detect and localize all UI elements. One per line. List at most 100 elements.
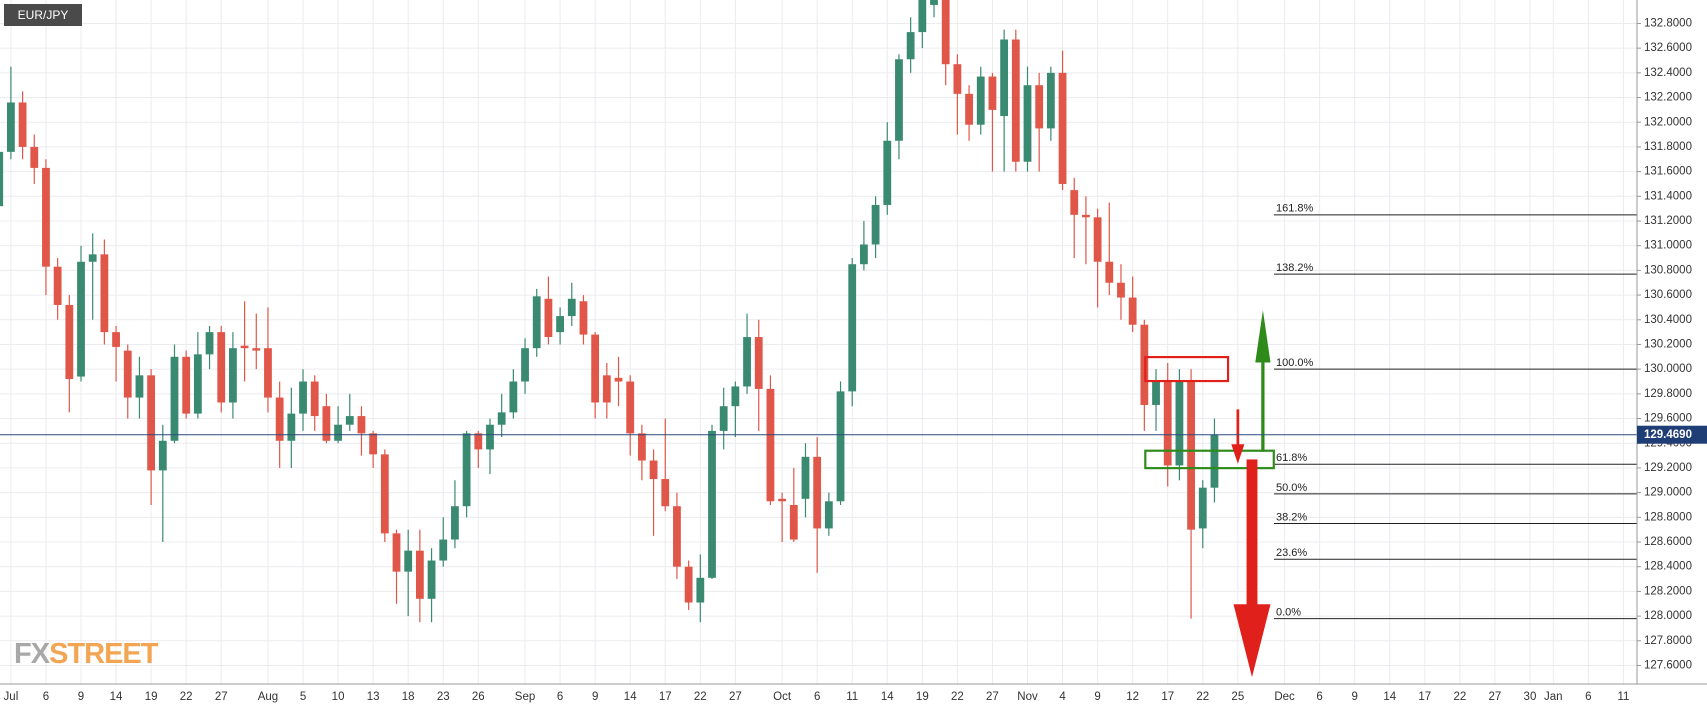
candle-body [719, 406, 728, 431]
x-tick-label: 12 [1126, 691, 1139, 703]
candle-body [1093, 217, 1102, 262]
y-tick-label: 131.0000 [1644, 240, 1692, 252]
down-arrow-head [1233, 604, 1271, 678]
y-tick-label: 132.6000 [1644, 42, 1692, 54]
candles [0, 0, 1219, 623]
candle-body [918, 0, 927, 33]
x-tick-label: 18 [402, 691, 415, 703]
candle-body [602, 375, 611, 403]
x-tick-label: 13 [367, 691, 380, 703]
fib-label: 61.8% [1276, 452, 1307, 464]
x-tick-label: 23 [437, 691, 450, 703]
candle-body [299, 381, 307, 414]
x-tick-label: 5 [300, 691, 306, 703]
candle-body [626, 381, 635, 434]
candle-body [287, 413, 296, 441]
resistance-box [1144, 356, 1230, 383]
candle-body [895, 59, 903, 141]
candle-body [497, 412, 506, 425]
candle-body [988, 76, 997, 110]
candle-body [673, 506, 681, 567]
x-tick-label: Aug [258, 691, 278, 703]
y-tick-label: 132.2000 [1644, 92, 1692, 104]
support-box [1144, 449, 1275, 470]
candle-body [941, 0, 950, 65]
candle-body [1023, 85, 1032, 162]
symbol-box [4, 4, 82, 26]
y-tick-label: 129.2000 [1644, 462, 1692, 474]
candle-body [65, 304, 74, 380]
candle-body [848, 264, 857, 392]
y-tick-label: 128.8000 [1644, 511, 1692, 523]
fib-label: 38.2% [1276, 511, 1307, 523]
watermark: FXSTREET [14, 638, 159, 670]
x-tick-label: Sep [515, 691, 535, 703]
candle-body [229, 348, 237, 403]
last-price-label: 129.4690 [1644, 429, 1692, 441]
down-arrow-shaft [1246, 459, 1258, 607]
x-tick-label: 4 [1059, 691, 1066, 703]
candle-body [789, 504, 798, 540]
x-tick-label: 25 [1231, 691, 1244, 703]
candle-body [334, 424, 342, 441]
x-tick-label: 30 [1524, 691, 1537, 703]
candle-body [18, 102, 27, 147]
candle-body [1152, 381, 1160, 405]
x-tick-label: 26 [472, 691, 485, 703]
x-tick-label: 22 [1453, 691, 1466, 703]
candle-body [427, 560, 436, 599]
candle-body [182, 356, 191, 414]
x-tick-label: 11 [846, 691, 858, 703]
candle-body [871, 204, 880, 245]
candle-body [579, 301, 588, 335]
y-tick-label: 130.2000 [1644, 339, 1692, 351]
y-tick-label: 130.6000 [1644, 289, 1692, 301]
candle-body [1117, 282, 1125, 298]
candle-body [345, 416, 354, 425]
candle-body [486, 424, 494, 450]
x-tick-label: 6 [814, 691, 820, 703]
candle-body [930, 0, 938, 5]
x-tick-label: 22 [951, 691, 964, 703]
candle-body [439, 539, 448, 561]
watermark-fx: FX [14, 638, 51, 670]
y-tick-label: 131.4000 [1644, 190, 1692, 202]
candle-body [1187, 381, 1195, 530]
x-tick-label: Dec [1274, 691, 1295, 703]
candle-body [100, 254, 109, 333]
candle-body [415, 550, 424, 599]
x-tick-label: 27 [729, 691, 742, 703]
x-tick-label: 14 [881, 691, 894, 703]
x-tick-label: Jul [4, 691, 19, 703]
y-tick-label: 129.8000 [1644, 388, 1692, 400]
y-tick-label: 131.6000 [1644, 166, 1692, 178]
candle-body [158, 440, 167, 471]
symbol-label: EUR/JPY [18, 8, 69, 22]
candle-body [42, 167, 50, 267]
candle-body [1198, 487, 1207, 529]
axes: 127.6000 127.8000 128.0000 128.2000 128.4000… [4, 17, 1707, 703]
x-tick-label: Jan [1544, 691, 1563, 703]
fib-label: 0.0% [1276, 606, 1301, 618]
candle-body [556, 316, 564, 333]
candle-body [1105, 261, 1114, 283]
x-tick-label: 14 [624, 691, 637, 703]
candle-body [521, 348, 529, 382]
fib-label: 161.8% [1276, 203, 1314, 215]
candle-body [766, 388, 775, 502]
y-tick-label: 127.8000 [1644, 635, 1692, 647]
candle-body [30, 146, 39, 168]
candle-body [193, 354, 202, 414]
candle-body [7, 102, 15, 152]
candle-body [264, 348, 272, 398]
x-tick-label: 27 [986, 691, 999, 703]
candle-body [567, 298, 576, 317]
x-tick-label: 9 [1094, 691, 1100, 703]
x-tick-label: 9 [592, 691, 598, 703]
candle-body [743, 337, 751, 387]
x-tick-label: 11 [1617, 691, 1629, 703]
fib-levels: 161.8% 138.2% 100.0% 61.8% 50.0% 38.2% 23.6% 0.… [1274, 203, 1637, 620]
candle-body [883, 140, 892, 205]
annotations [1144, 310, 1275, 678]
